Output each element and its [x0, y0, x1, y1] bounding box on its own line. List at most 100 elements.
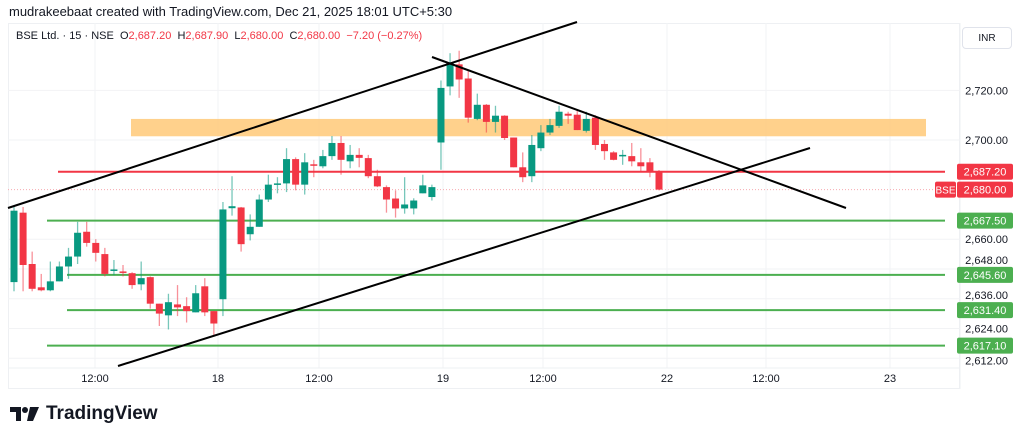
price-label-box — [957, 266, 1013, 283]
candle-down — [464, 78, 472, 118]
candle-up — [328, 142, 336, 157]
candle-up — [283, 159, 291, 184]
candle-up — [446, 62, 454, 87]
close-label: C — [289, 30, 298, 42]
lower-channel-trendline[interactable] — [117, 147, 811, 367]
candle-up — [74, 232, 82, 257]
candle-up — [273, 183, 281, 185]
candle-down — [600, 143, 608, 152]
x-tick-label: 23 — [884, 373, 896, 385]
upper-channel-trendline[interactable] — [7, 21, 578, 209]
candle-up — [401, 204, 409, 209]
candle-up — [137, 278, 145, 285]
candle-up — [110, 269, 118, 271]
x-tick-label: 12:00 — [752, 373, 780, 385]
candle-up — [228, 206, 236, 209]
candle-down — [37, 287, 45, 291]
candle-up — [582, 118, 590, 131]
candle-down — [655, 171, 663, 190]
descending-trendline[interactable] — [431, 56, 847, 209]
open-value: 2,687.20 — [128, 30, 172, 42]
high-label: H — [177, 30, 186, 42]
symbol-legend: BSE Ltd. · 15 · NSE O2,687.20 H2,687.90 … — [16, 30, 422, 42]
candle-up — [619, 154, 627, 157]
candle-down — [292, 159, 300, 185]
price-label-box — [957, 302, 1013, 319]
candle-down — [83, 231, 91, 243]
candle-down — [128, 273, 136, 286]
horizontal-levels — [8, 170, 945, 347]
candle-up — [319, 156, 327, 167]
candle-up — [428, 187, 436, 198]
open-label: O — [119, 30, 129, 42]
candle-down — [610, 152, 618, 160]
candle-up — [546, 125, 554, 133]
candle-up — [555, 111, 563, 126]
y-tick-label: 2,648.00 — [965, 255, 1008, 267]
price-label: 2,680.00 — [964, 185, 1007, 197]
change-value: −7.20 (−0.27%) — [346, 30, 423, 42]
candle-down — [174, 304, 182, 308]
close-value: 2,680.00 — [297, 30, 341, 42]
candle-down — [510, 137, 518, 168]
candle-down — [183, 306, 191, 312]
brand-name: TradingView — [46, 403, 158, 424]
candle-down — [455, 64, 463, 80]
y-tick-label: 2,700.00 — [965, 135, 1008, 147]
candle-up — [219, 209, 227, 300]
candle-down — [201, 286, 209, 313]
low-label: L — [234, 30, 241, 42]
candle-down — [628, 156, 636, 162]
price-label: 2,617.10 — [964, 341, 1007, 353]
candle-down — [373, 176, 381, 187]
candle-down — [364, 158, 372, 177]
candle-up — [164, 302, 172, 316]
tradingview-logo-icon — [10, 407, 39, 421]
supply-zone[interactable] — [131, 118, 926, 137]
low-value: 2,680.00 — [240, 30, 284, 42]
y-tick-label: 2,720.00 — [965, 85, 1008, 97]
candle-down — [501, 115, 509, 139]
candle-down — [19, 212, 27, 265]
x-tick-label: 19 — [437, 373, 449, 385]
candle-up — [264, 184, 272, 200]
price-label: 2,645.60 — [964, 270, 1007, 282]
x-tick-label: 22 — [661, 373, 673, 385]
candle-down — [101, 254, 109, 274]
chart-attribution: mudrakeebaat created with TradingView.co… — [9, 4, 453, 19]
y-tick-label: 2,624.00 — [965, 323, 1008, 335]
candle-down — [382, 187, 390, 200]
candle-down — [155, 303, 163, 314]
candle-down — [92, 242, 100, 253]
candle-down — [237, 207, 245, 245]
symbol-name[interactable]: BSE Ltd. · 15 · NSE — [16, 30, 114, 42]
y-tick-label: 2,612.00 — [965, 356, 1008, 368]
candle-up — [301, 162, 309, 185]
currency-button[interactable]: INR — [962, 27, 1012, 49]
price-label: 2,687.20 — [964, 167, 1007, 179]
candle-up — [473, 104, 481, 119]
x-tick-label: 18 — [212, 373, 224, 385]
candle-down — [28, 264, 36, 289]
candle-up — [65, 256, 73, 267]
price-label: 2,667.50 — [964, 216, 1007, 228]
candle-up — [528, 144, 536, 177]
candle-up — [55, 266, 63, 282]
candle-down — [519, 167, 527, 178]
candle-up — [537, 132, 545, 149]
candle-up — [10, 210, 18, 283]
candle-down — [392, 198, 400, 209]
symbol-tag: BSE — [935, 186, 955, 197]
candle-up — [46, 281, 54, 291]
time-axis: 12:00 18 12:00 19 12:00 22 12:00 23 — [81, 373, 896, 385]
price-label-box — [957, 337, 1013, 354]
y-tick-label: 2,636.00 — [965, 290, 1008, 302]
price-label-box — [957, 212, 1013, 229]
x-tick-label: 12:00 — [305, 373, 333, 385]
candle-up — [410, 200, 418, 209]
x-tick-label: 12:00 — [81, 373, 109, 385]
tradingview-logo[interactable]: TradingView — [10, 403, 158, 425]
candle-up — [192, 293, 200, 313]
candle-down — [564, 113, 572, 116]
